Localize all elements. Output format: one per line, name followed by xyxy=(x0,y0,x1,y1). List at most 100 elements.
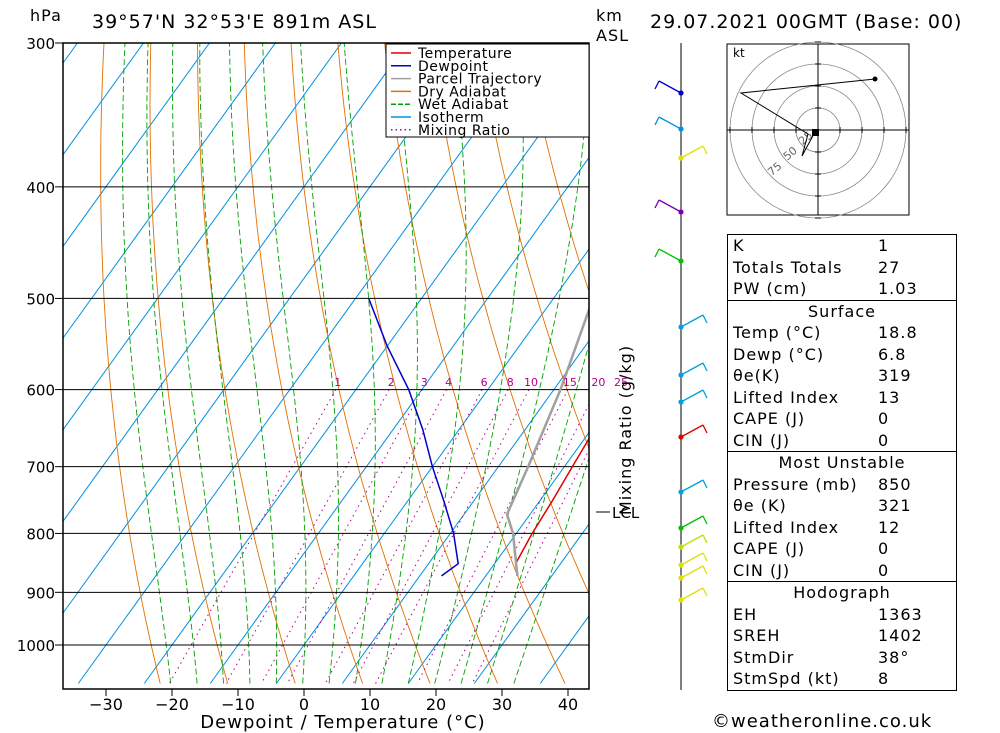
legend-entry: Wet Adiabat xyxy=(418,97,509,113)
most-unstable-value: 850 xyxy=(878,474,912,494)
km-label: km xyxy=(596,6,623,25)
most-unstable-label: CIN (J) xyxy=(733,560,791,580)
surface-value: 13 xyxy=(878,387,901,407)
isotherm-line xyxy=(63,43,408,523)
mixing-ratio-tick-label: 2 xyxy=(388,376,395,389)
x-tick-label: 10 xyxy=(360,695,380,714)
dewpoint-profile xyxy=(368,298,460,577)
legend-entry: Isotherm xyxy=(418,110,484,126)
wind-barb-shaft xyxy=(680,389,704,403)
wet-adiabat-line xyxy=(172,43,224,684)
surface-row: Temp (°C) 18.8 xyxy=(728,322,956,344)
wind-barb-flag xyxy=(702,534,708,544)
dry-adiabat-line xyxy=(290,43,431,684)
hodograph-unit-label: kt xyxy=(733,46,745,60)
hodograph-value: 1402 xyxy=(878,626,923,645)
x-tick-label: 30 xyxy=(492,695,512,714)
isotherm-line xyxy=(63,43,276,339)
isotherm-line xyxy=(63,43,474,614)
mixing-ratio-tick-label: 10 xyxy=(524,376,538,389)
isotherm-line xyxy=(63,43,210,248)
most-unstable-row: CIN (J) 0 xyxy=(728,560,956,582)
isotherm-line xyxy=(473,523,589,684)
wind-barb-flag xyxy=(654,116,660,126)
legend-entry: Temperature xyxy=(417,46,512,62)
x-axis-title: Dewpoint / Temperature (°C) xyxy=(200,712,485,733)
wet-adiabat-line xyxy=(434,43,524,684)
temperature-profile xyxy=(514,437,589,577)
location-label: 39°57'N 32°53'E 891m ASL xyxy=(92,11,377,33)
wind-barb-flag xyxy=(702,587,708,597)
most-unstable-value: 321 xyxy=(878,496,912,515)
wet-adiabat-line xyxy=(262,43,307,684)
surface-label: Lifted Index xyxy=(733,387,840,407)
wind-barb-shaft xyxy=(680,552,704,566)
most-unstable-row: Pressure (mb) 850 xyxy=(728,474,956,496)
isotherm-line xyxy=(0,43,11,683)
surface-row: CAPE (J) 0 xyxy=(728,408,956,430)
hodograph-row: StmSpd (kt) 8 xyxy=(728,668,956,690)
pressure-tick-label: 300 xyxy=(26,35,55,53)
wet-adiabat-line xyxy=(407,43,467,684)
datetime-label: 29.07.2021 00GMT (Base: 00) xyxy=(650,11,963,33)
dry-adiabat-line xyxy=(985,26,1000,684)
most-unstable-row: θe (K) 321 xyxy=(728,495,956,517)
wind-barb-flag xyxy=(702,145,708,155)
asl-label: ASL xyxy=(596,26,630,45)
hodograph-label: SREH xyxy=(733,626,781,645)
wind-barb-shaft xyxy=(658,248,682,262)
isotherm-line xyxy=(63,43,144,156)
surface-row: Lifted Index 13 xyxy=(728,387,956,409)
mixing-ratio-tick-label: 3 xyxy=(421,376,428,389)
wind-barb-flag xyxy=(654,199,660,209)
x-tick-label: 40 xyxy=(558,695,578,714)
pressure-unit-label: hPa xyxy=(30,6,62,25)
wind-barb-shaft xyxy=(680,145,704,159)
hodograph-label: StmSpd (kt) xyxy=(733,669,840,688)
mixing-ratio-tick-label: 25 xyxy=(614,376,628,389)
pressure-tick-label: 500 xyxy=(26,290,55,308)
hodograph-value: 8 xyxy=(878,669,890,688)
wet-adiabat-line xyxy=(146,43,198,684)
pressure-tick-label: 900 xyxy=(26,584,55,602)
surface-label: Temp (°C) xyxy=(733,323,822,342)
dry-adiabat-line xyxy=(477,43,589,450)
pressure-tick-label: 700 xyxy=(26,459,55,477)
x-tick-label: −10 xyxy=(221,695,255,714)
parcel-trajectory-profile xyxy=(505,306,589,577)
mixing-ratio-axis-title: Mixing Ratio (g/kg) xyxy=(616,345,635,515)
surface-label: CIN (J) xyxy=(733,430,791,450)
pressure-tick-label: 1000 xyxy=(17,637,55,655)
wind-barb-shaft xyxy=(658,199,682,213)
dry-adiabat-line xyxy=(524,43,589,294)
wind-barb-flag xyxy=(702,479,708,489)
pressure-tick-label: 600 xyxy=(26,382,55,400)
dry-adiabat-line xyxy=(197,43,296,684)
wind-barb-flag xyxy=(654,80,660,90)
isotherm-line xyxy=(209,156,589,684)
surface-value: 6.8 xyxy=(878,344,907,364)
wet-adiabat-line xyxy=(199,43,251,684)
wind-barb-shaft xyxy=(680,362,704,376)
most-unstable-label: CAPE (J) xyxy=(733,539,806,558)
wind-barb-flag xyxy=(702,362,708,372)
hodograph-row: SREH 1402 xyxy=(728,625,956,647)
wet-adiabat-line xyxy=(343,43,376,684)
wind-barb-shaft xyxy=(658,116,682,130)
x-tick-label: 20 xyxy=(426,695,446,714)
mixing-ratio-line xyxy=(225,389,390,684)
legend-entry: Dewpoint xyxy=(418,59,489,75)
wind-barb-shaft xyxy=(680,515,704,529)
mixing-ratio-line xyxy=(324,389,483,684)
most-unstable-label: Pressure (mb) xyxy=(733,474,858,494)
pressure-tick-label: 800 xyxy=(26,525,55,543)
mixing-ratio-line xyxy=(375,389,530,684)
mixing-ratio-line xyxy=(416,389,569,684)
surface-row: θe(K) 319 xyxy=(728,365,956,387)
storm-motion-marker xyxy=(812,129,819,136)
x-tick-label: −20 xyxy=(155,695,189,714)
wind-barb-shaft xyxy=(680,534,704,548)
wind-barb-shaft xyxy=(680,479,704,493)
wind-barb-shaft xyxy=(680,587,704,601)
isotherm-line xyxy=(63,43,342,431)
